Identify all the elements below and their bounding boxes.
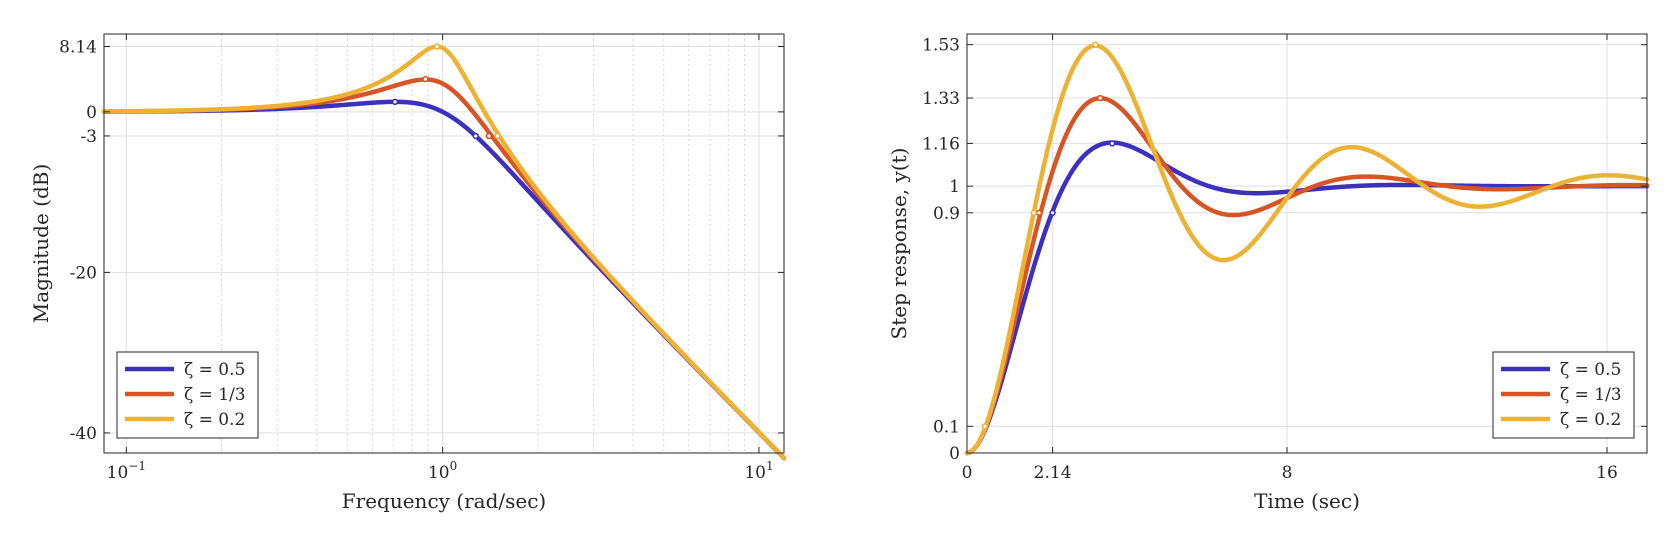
y-tick-label: 1 — [949, 177, 960, 197]
x-tick-label: 101 — [744, 459, 773, 483]
y-tick-label: 8.14 — [59, 38, 97, 58]
magnitude-plot: 10−1 100 101 8.14 0 -3 -20 -40 Frequency (rad/s… — [29, 33, 787, 513]
legend-label: ζ = 0.2 — [184, 410, 245, 430]
step-plot-frame — [966, 33, 1648, 454]
step-legend: ζ = 0.5 ζ = 1/3 ζ = 0.2 — [1492, 351, 1635, 439]
magnitude-ylabel: Magnitude (dB) — [29, 164, 53, 324]
magnitude-plot-frame — [103, 33, 785, 454]
step-marker — [1092, 41, 1099, 48]
y-tick-label: 0.9 — [933, 204, 960, 224]
legend-label: ζ = 1/3 — [1560, 385, 1622, 405]
legend-label: ζ = 0.5 — [1560, 360, 1621, 380]
step-marker — [981, 423, 989, 430]
step-marker — [1108, 140, 1116, 147]
legend-label: ζ = 0.5 — [184, 360, 245, 380]
x-tick-label: 2.14 — [1034, 463, 1072, 483]
step-marker — [1030, 209, 1038, 217]
magnitude-legend: ζ = 0.5 ζ = 1/3 ζ = 0.2 — [116, 351, 259, 439]
y-tick-label: 0 — [86, 103, 97, 123]
step-marker — [1035, 209, 1043, 217]
x-tick-label: 100 — [428, 459, 457, 483]
y-tick-label: 1.16 — [922, 134, 960, 154]
y-tick-label: -40 — [70, 424, 97, 444]
y-tick-label: 0 — [949, 444, 960, 464]
legend-label: ζ = 1/3 — [184, 385, 246, 405]
legend-label: ζ = 0.2 — [1560, 410, 1621, 430]
magnitude-xlabel: Frequency (rad/sec) — [342, 489, 546, 513]
x-tick-label: 0 — [962, 463, 973, 483]
y-tick-label: -3 — [80, 127, 97, 147]
y-tick-label: -20 — [70, 263, 97, 283]
x-tick-label: 16 — [1596, 463, 1618, 483]
magnitude-marker — [422, 75, 429, 83]
magnitude-marker — [433, 43, 441, 50]
step-xlabel: Time (sec) — [1254, 489, 1360, 513]
step-series-1 — [964, 95, 1650, 456]
magnitude-marker — [472, 132, 479, 140]
step-marker — [1049, 209, 1056, 217]
magnitude-marker — [391, 98, 399, 106]
x-tick-label: 8 — [1282, 463, 1293, 483]
y-tick-label: 1.53 — [922, 36, 960, 56]
step-series-2 — [964, 43, 1650, 456]
magnitude-marker — [494, 132, 501, 140]
magnitude-series-2 — [101, 44, 787, 461]
step-ylabel: Step response, y(t) — [887, 148, 911, 340]
magnitude-marker — [485, 132, 493, 140]
y-tick-label: 0.1 — [933, 417, 960, 437]
y-tick-label: 1.33 — [922, 89, 960, 109]
step-marker — [1096, 94, 1104, 102]
x-tick-label: 10−1 — [107, 459, 146, 483]
